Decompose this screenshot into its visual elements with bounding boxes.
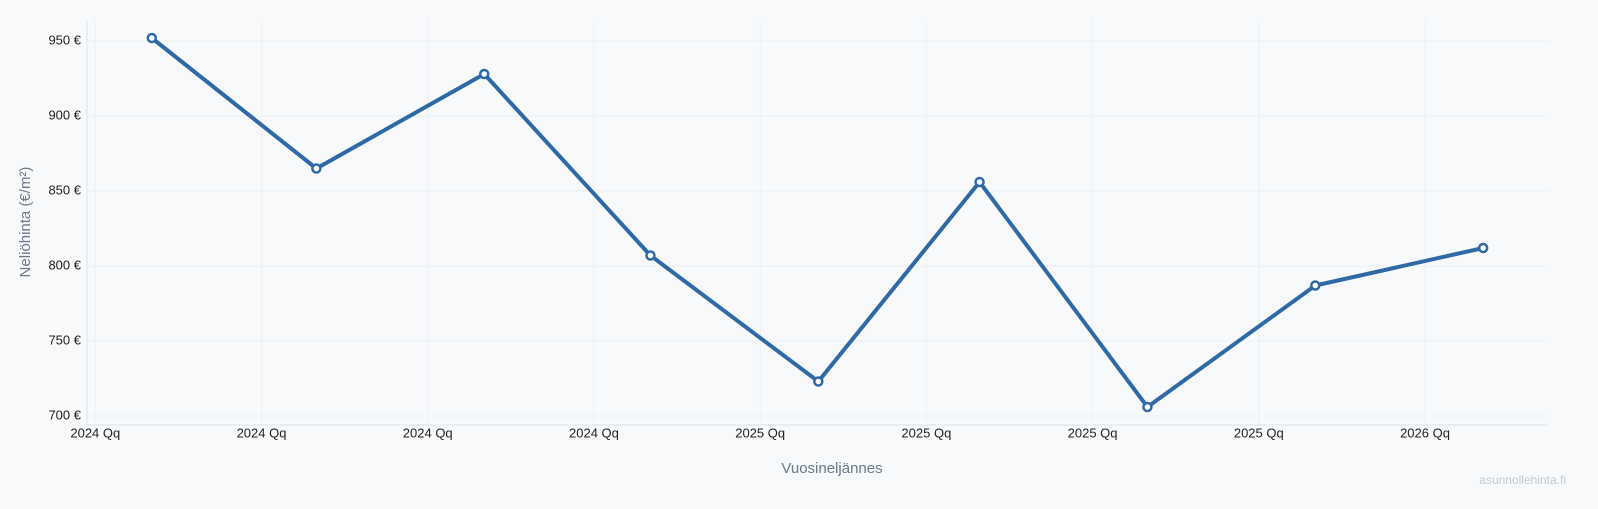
y-tick-label: 950 € bbox=[48, 32, 81, 47]
x-tick-label: 2026 Qq bbox=[1400, 425, 1450, 440]
point bbox=[1477, 242, 1489, 254]
point bbox=[1142, 401, 1153, 413]
point bbox=[974, 176, 985, 188]
y-tick-label: 900 € bbox=[48, 107, 81, 122]
point bbox=[146, 32, 158, 44]
point bbox=[813, 376, 824, 387]
x-tick-label: 2025 Qq bbox=[1234, 425, 1284, 440]
y-tick-label: 800 € bbox=[48, 257, 81, 272]
point bbox=[478, 68, 490, 80]
y-tick-label: 750 € bbox=[48, 332, 81, 347]
x-tick-label: 2024 Qq bbox=[70, 425, 120, 440]
y-tick-label: 700 € bbox=[48, 407, 81, 422]
x-tick-label: 2024 Qq bbox=[569, 425, 619, 440]
point bbox=[645, 250, 656, 261]
watermark: asunnollehinta.fi bbox=[1479, 473, 1566, 487]
x-tick-label: 2025 Qq bbox=[735, 425, 785, 440]
y-tick-label: 850 € bbox=[48, 182, 81, 197]
x-tick-label: 2025 Qq bbox=[901, 425, 951, 440]
x-tick-label: 2025 Qq bbox=[1068, 425, 1118, 440]
x-tick-label: 2024 Qq bbox=[237, 425, 287, 440]
point bbox=[311, 163, 322, 174]
x-tick-label: 2024 Qq bbox=[403, 425, 453, 440]
point bbox=[1310, 280, 1321, 291]
x-axis-title: Vuosineljännes bbox=[781, 460, 882, 477]
y-axis-title: Neliöhinta (€/m²) bbox=[17, 167, 34, 278]
